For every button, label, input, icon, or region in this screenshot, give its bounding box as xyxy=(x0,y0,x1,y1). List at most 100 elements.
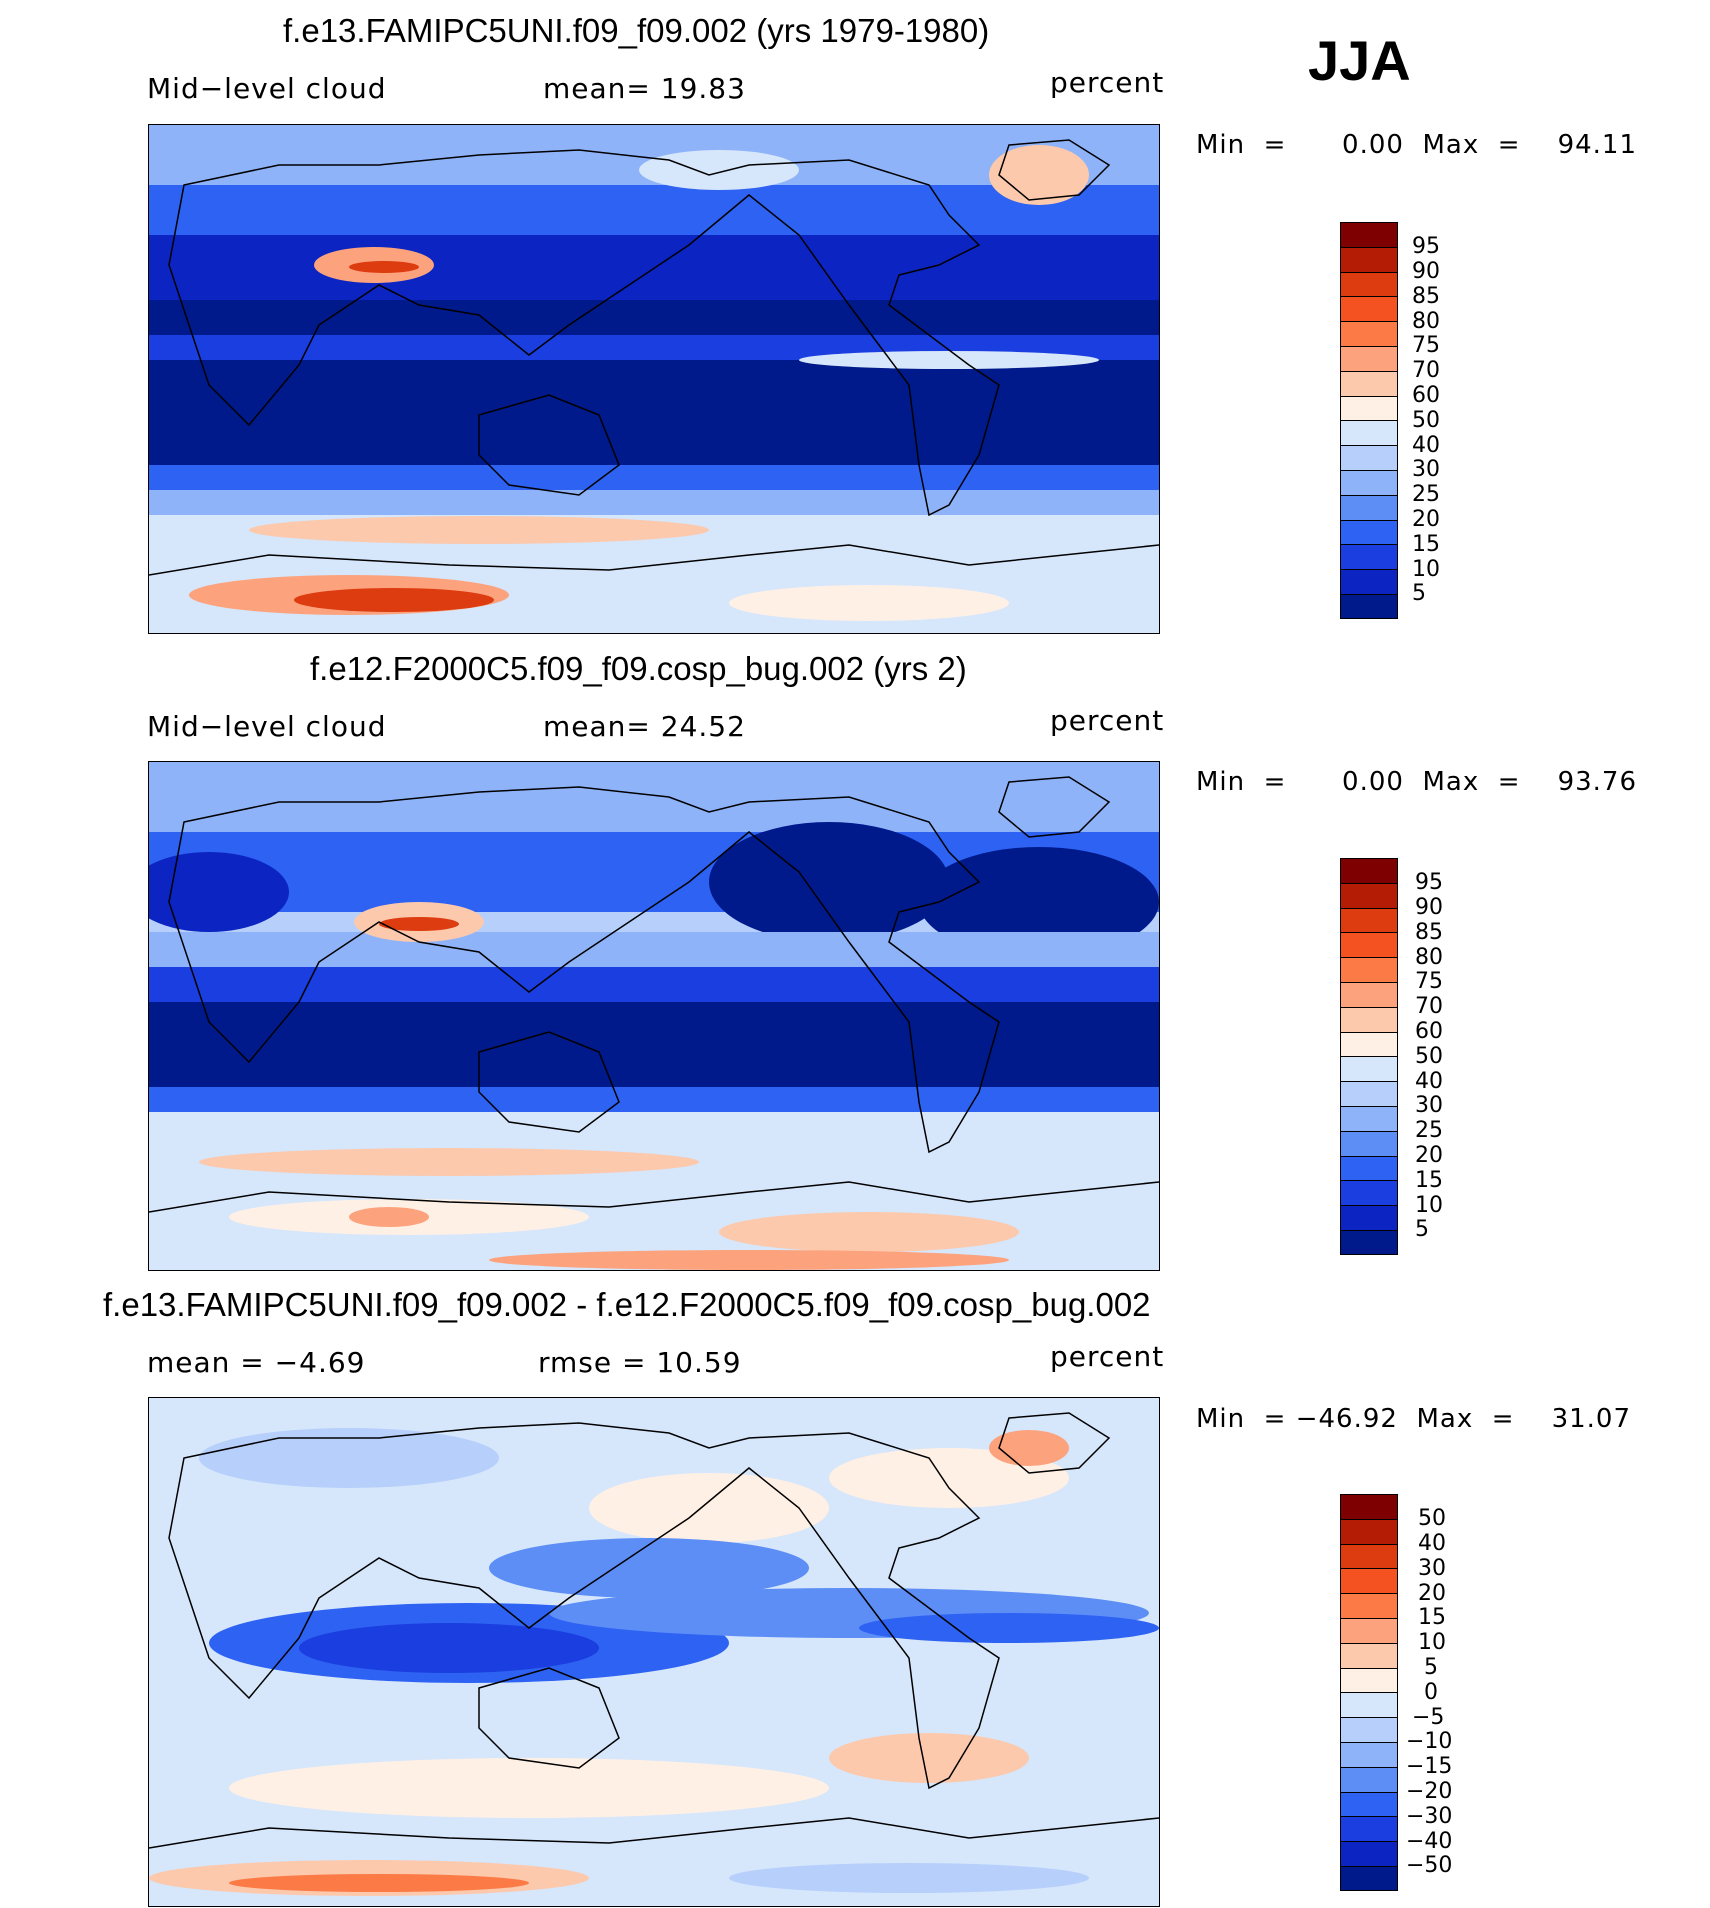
colorbar-label: 40 xyxy=(1415,1069,1443,1094)
colorbar-label: 90 xyxy=(1415,895,1443,920)
colorbar-swatch xyxy=(1340,1543,1398,1569)
colorbar-swatch xyxy=(1340,222,1398,247)
colorbar-swatch xyxy=(1340,1667,1398,1693)
colorbar-label: 95 xyxy=(1412,234,1440,259)
colorbar-swatch xyxy=(1340,1642,1398,1668)
colorbar-label: 95 xyxy=(1415,870,1443,895)
colorbar-swatch xyxy=(1340,544,1398,570)
colorbar-swatch xyxy=(1340,907,1398,933)
colorbar-swatch xyxy=(1340,1031,1398,1057)
panel-1-minmax: Min = 0.00 Max = 94.11 xyxy=(1196,130,1638,160)
colorbar-swatch xyxy=(1340,470,1398,495)
panel-3-minmax: Min = −46.92 Max = 31.07 xyxy=(1196,1404,1632,1434)
colorbar-swatch xyxy=(1340,1106,1398,1131)
colorbar-swatch xyxy=(1340,1155,1398,1181)
colorbar-label: −40 xyxy=(1406,1829,1453,1854)
colorbar-label: 50 xyxy=(1415,1044,1443,1069)
colorbar-label: 75 xyxy=(1412,333,1440,358)
colorbar-label: 80 xyxy=(1412,309,1440,334)
panel-2-mean: mean= 24.52 xyxy=(543,710,746,743)
colorbar-swatch xyxy=(1340,1006,1398,1032)
colorbar-frame xyxy=(1340,1494,1398,1891)
panel-3-mean: mean = −4.69 xyxy=(147,1346,366,1379)
colorbar-swatch xyxy=(1340,1618,1398,1643)
colorbar-swatch xyxy=(1340,1081,1398,1106)
colorbar-swatch xyxy=(1340,246,1398,272)
colorbar-label: 20 xyxy=(1418,1581,1446,1606)
panel-1-units: percent xyxy=(1050,66,1165,99)
colorbar-swatch xyxy=(1340,1518,1398,1544)
colorbar-swatch xyxy=(1340,1841,1398,1866)
colorbar-label: 50 xyxy=(1418,1506,1446,1531)
colorbar-swatch xyxy=(1340,594,1398,619)
colorbar-label: 5 xyxy=(1424,1655,1438,1680)
colorbar-swatch xyxy=(1340,445,1398,470)
colorbar-swatch xyxy=(1340,1130,1398,1156)
colorbar-label: 80 xyxy=(1415,945,1443,970)
colorbar-swatch xyxy=(1340,296,1398,322)
panel-3-field xyxy=(149,1398,1159,1906)
panel-3-rmse: rmse = 10.59 xyxy=(538,1346,742,1379)
colorbar-label: 10 xyxy=(1418,1630,1446,1655)
colorbar-swatch xyxy=(1340,1056,1398,1082)
colorbar-label: 15 xyxy=(1415,1168,1443,1193)
colorbar-swatch xyxy=(1340,1692,1398,1718)
colorbar-label: 25 xyxy=(1415,1118,1443,1143)
colorbar-frame xyxy=(1340,222,1398,619)
colorbar-label: 20 xyxy=(1415,1143,1443,1168)
colorbar-swatch xyxy=(1340,957,1398,982)
colorbar-swatch xyxy=(1340,494,1398,520)
colorbar-label: −10 xyxy=(1406,1729,1453,1754)
colorbar-label: −5 xyxy=(1412,1705,1445,1730)
colorbar-swatch xyxy=(1340,882,1398,908)
colorbar-label: 70 xyxy=(1415,994,1443,1019)
colorbar-swatch xyxy=(1340,1816,1398,1842)
colorbar-label: −15 xyxy=(1406,1754,1453,1779)
colorbar-label: 10 xyxy=(1415,1193,1443,1218)
panel-1-mean: mean= 19.83 xyxy=(543,72,746,105)
colorbar-label: 0 xyxy=(1424,1680,1438,1705)
colorbar-label: 15 xyxy=(1412,532,1440,557)
colorbar-label: 15 xyxy=(1418,1605,1446,1630)
colorbar-swatch xyxy=(1340,1791,1398,1817)
colorbar-swatch xyxy=(1340,519,1398,545)
colorbar-swatch xyxy=(1340,395,1398,421)
colorbar-swatch xyxy=(1340,370,1398,396)
colorbar-swatch xyxy=(1340,1230,1398,1255)
colorbar-label: 60 xyxy=(1412,383,1440,408)
colorbar-label: 5 xyxy=(1415,1217,1429,1242)
colorbar-label: 30 xyxy=(1418,1556,1446,1581)
panel-3-units: percent xyxy=(1050,1340,1165,1373)
panel-2-field xyxy=(149,762,1159,1270)
colorbar-swatch xyxy=(1340,420,1398,446)
colorbar-label: 85 xyxy=(1415,920,1443,945)
colorbar-label: 70 xyxy=(1412,358,1440,383)
panel-2-title: f.e12.F2000C5.f09_f09.cosp_bug.002 (yrs … xyxy=(310,650,967,687)
colorbar-swatch xyxy=(1340,1568,1398,1594)
panel-2-variable: Mid−level cloud xyxy=(147,710,387,743)
colorbar-label: 75 xyxy=(1415,969,1443,994)
colorbar-swatch xyxy=(1340,1205,1398,1230)
colorbar-label: 90 xyxy=(1412,259,1440,284)
colorbar-swatch xyxy=(1340,932,1398,958)
colorbar-label: 40 xyxy=(1418,1531,1446,1556)
colorbar-label: 30 xyxy=(1415,1093,1443,1118)
colorbar-frame xyxy=(1340,858,1398,1255)
colorbar-swatch xyxy=(1340,1593,1398,1618)
colorbar-swatch xyxy=(1340,1742,1398,1767)
colorbar-label: 25 xyxy=(1412,482,1440,507)
colorbar-label: −50 xyxy=(1406,1853,1453,1878)
colorbar-label: 40 xyxy=(1412,433,1440,458)
panel-1-map xyxy=(148,124,1160,634)
colorbar-label: 30 xyxy=(1412,457,1440,482)
colorbar-swatch xyxy=(1340,1766,1398,1792)
colorbar-label: 10 xyxy=(1412,557,1440,582)
panel-1-title: f.e13.FAMIPC5UNI.f09_f09.002 (yrs 1979-1… xyxy=(283,12,990,49)
panel-2-map xyxy=(148,761,1160,1271)
colorbar-label: −20 xyxy=(1406,1779,1453,1804)
colorbar-swatch xyxy=(1340,321,1398,346)
panel-1-variable: Mid−level cloud xyxy=(147,72,387,105)
colorbar-label: 20 xyxy=(1412,507,1440,532)
season-label: JJA xyxy=(1308,29,1411,92)
panel-1-field xyxy=(149,125,1159,633)
